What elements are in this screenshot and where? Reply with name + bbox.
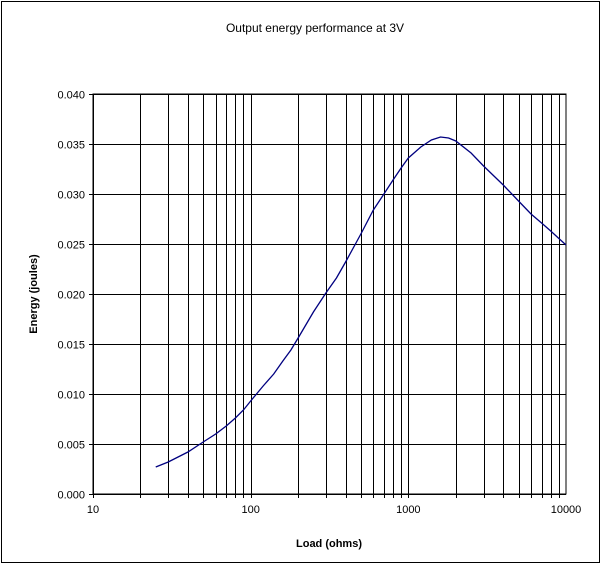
x-tick-label: 1000 — [396, 504, 420, 516]
y-tick-label: 0.005 — [57, 440, 85, 452]
y-tick-label: 0.035 — [57, 140, 85, 152]
y-tick-label: 0.015 — [57, 340, 85, 352]
series-line — [155, 136, 567, 468]
y-axis-title: Energy (joules) — [28, 254, 40, 334]
y-tick-label: 0.025 — [57, 240, 85, 252]
x-tick-label: 100 — [241, 504, 259, 516]
chart-title: Output energy performance at 3V — [226, 21, 404, 35]
x-tick-label: 10 — [87, 504, 99, 516]
y-tick-label: 0.040 — [57, 90, 85, 102]
x-tick-label: 10000 — [551, 504, 582, 516]
y-tick-label: 0.020 — [57, 290, 85, 302]
x-axis-title: Load (ohms) — [296, 538, 362, 550]
y-tick-label: 0.010 — [57, 390, 85, 402]
y-tick-label: 0.030 — [57, 190, 85, 202]
tick-layer: 0.000 0.005 0.010 0.015 0.020 0.025 0.030 0.035… — [57, 90, 581, 517]
grid-layer — [93, 94, 566, 495]
y-tick-label: 0.000 — [57, 490, 85, 502]
